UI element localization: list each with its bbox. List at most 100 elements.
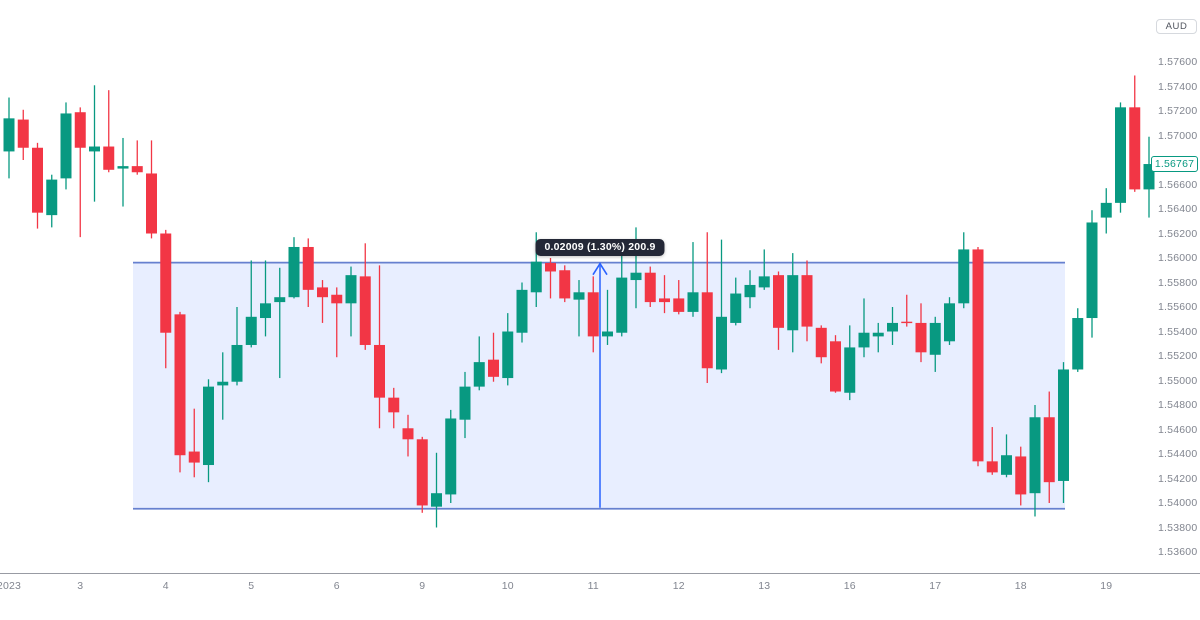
price-axis-label: 1.57000 xyxy=(1158,129,1198,142)
candle-body xyxy=(60,113,72,179)
candle-body xyxy=(160,233,172,333)
candle-body xyxy=(431,493,442,507)
candle-body xyxy=(274,297,286,303)
price-axis-label: 1.54000 xyxy=(1158,497,1198,509)
candle-body xyxy=(644,272,656,303)
candle-body xyxy=(103,146,115,170)
candle-body xyxy=(32,147,43,213)
time-axis-label: 5 xyxy=(248,580,255,592)
candle-body xyxy=(502,331,514,379)
candle-body xyxy=(3,118,15,152)
price-axis-label: 1.54600 xyxy=(1158,423,1198,436)
time-axis-label: 6 xyxy=(333,580,340,592)
time-axis-label: 18 xyxy=(1014,580,1027,592)
symbol-badge[interactable]: AUD xyxy=(1156,19,1197,34)
candle-body xyxy=(388,397,400,413)
price-axis-label: 1.57600 xyxy=(1158,56,1198,68)
time-axis-label: 9 xyxy=(419,580,426,592)
candle-body xyxy=(687,292,699,312)
time-axis-label: 17 xyxy=(929,580,942,592)
price-axis-label: 1.57200 xyxy=(1158,105,1198,117)
candle-body xyxy=(530,261,542,293)
candle-body xyxy=(416,439,428,506)
candle-body xyxy=(986,461,998,473)
candle-body xyxy=(1015,456,1027,495)
candle-body xyxy=(345,275,357,304)
candle-body xyxy=(317,287,328,298)
candle-body xyxy=(887,322,898,332)
candle-body xyxy=(46,179,58,216)
candle-body xyxy=(1072,318,1084,370)
price-axis-label: 1.54200 xyxy=(1158,472,1198,485)
candle-body xyxy=(89,146,100,152)
candle-body xyxy=(701,292,713,369)
candle-body xyxy=(302,246,314,290)
candle-body xyxy=(1115,107,1126,203)
candle-body xyxy=(872,332,884,337)
price-axis-label: 1.55600 xyxy=(1158,301,1198,313)
candle-body xyxy=(17,119,29,148)
candle-body xyxy=(1043,417,1055,483)
candle-body xyxy=(573,292,585,300)
time-axis-label: 16 xyxy=(843,580,856,592)
candle-body xyxy=(1086,222,1098,319)
candle-body xyxy=(1058,369,1069,481)
time-axis-label: 12 xyxy=(672,580,685,592)
time-axis-label: 19 xyxy=(1100,580,1113,592)
price-axis-label: 1.56000 xyxy=(1158,252,1198,264)
candle-body xyxy=(203,386,214,466)
candle-body xyxy=(174,314,186,456)
time-axis-label: 13 xyxy=(758,580,771,592)
candle-body xyxy=(245,316,257,345)
candle-body xyxy=(929,322,941,355)
candle-body xyxy=(473,362,485,387)
price-axis-label: 1.55200 xyxy=(1158,350,1198,362)
candle-body xyxy=(844,347,856,393)
price-axis-label: 1.55400 xyxy=(1158,325,1198,338)
price-axis-label: 1.54400 xyxy=(1158,448,1198,460)
candle-body xyxy=(559,270,571,299)
candle-body xyxy=(445,418,457,495)
candle-body xyxy=(716,316,727,370)
price-axis-label: 1.53800 xyxy=(1158,521,1198,534)
candle-body xyxy=(231,344,243,382)
candle-body xyxy=(944,303,955,342)
price-range-box[interactable] xyxy=(133,262,1065,509)
candle-body xyxy=(758,276,770,288)
candle-body xyxy=(117,166,129,169)
price-axis-label: 1.54800 xyxy=(1158,399,1198,411)
candle-body xyxy=(260,303,271,319)
candle-body xyxy=(1100,202,1112,218)
candle-body xyxy=(630,272,642,281)
candle-body xyxy=(1029,417,1041,494)
candle-body xyxy=(673,298,685,312)
time-axis-label: 10 xyxy=(501,580,514,592)
candle-body xyxy=(830,341,841,392)
candle-body xyxy=(488,359,499,377)
candle-body xyxy=(146,173,157,234)
time-axis-label: 2023 xyxy=(0,580,22,592)
price-axis-label: 1.57400 xyxy=(1158,80,1198,93)
candle-body xyxy=(659,298,670,303)
candle-body xyxy=(74,112,86,148)
candle-body xyxy=(773,275,784,328)
candle-body xyxy=(1001,455,1012,475)
candle-body xyxy=(915,322,927,353)
price-axis-label: 1.56400 xyxy=(1158,203,1198,215)
price-axis-label: 1.56600 xyxy=(1158,178,1198,191)
candle-body xyxy=(587,292,599,337)
candle-body xyxy=(459,386,471,420)
time-axis-label: 3 xyxy=(77,580,84,592)
time-axis-label: 11 xyxy=(587,580,599,592)
candle-body xyxy=(972,249,984,462)
candle-body xyxy=(730,293,742,323)
current-price-label: 1.56767 xyxy=(1151,156,1198,173)
candle-body xyxy=(858,332,870,348)
candle-body xyxy=(131,166,143,173)
candle-body xyxy=(331,294,343,304)
candle-body xyxy=(602,331,613,337)
candle-body xyxy=(1143,164,1155,190)
range-arrow-head xyxy=(592,262,608,276)
